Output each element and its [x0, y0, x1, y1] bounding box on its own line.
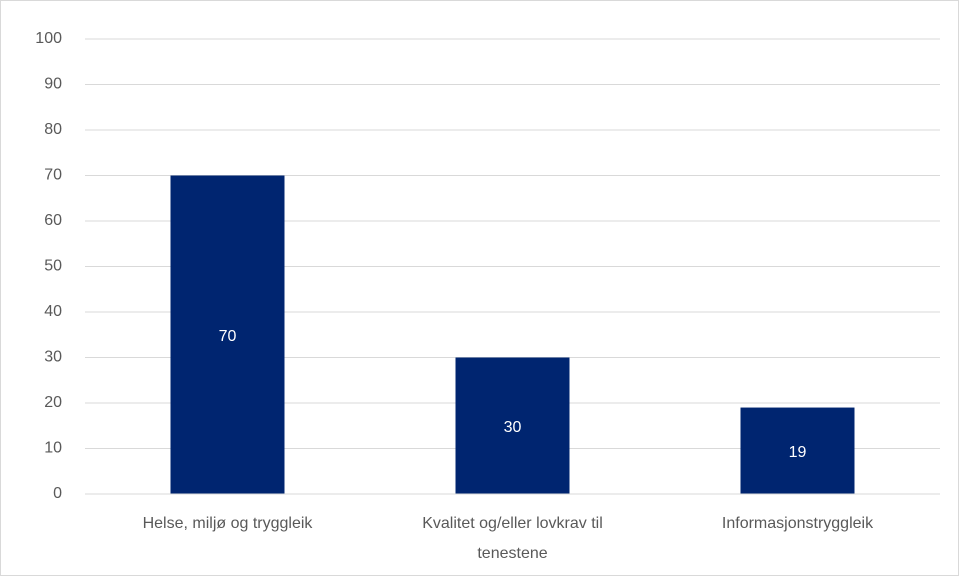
y-tick-label: 10: [44, 440, 62, 457]
data-label: 19: [789, 444, 807, 461]
bar: [740, 407, 855, 494]
y-tick-label: 20: [44, 394, 62, 411]
y-tick-label: 50: [44, 258, 62, 275]
x-tick-label: Informasjonstryggleik: [722, 515, 874, 532]
bar: [455, 357, 570, 494]
y-tick-label: 60: [44, 212, 62, 229]
y-tick-label: 100: [35, 30, 62, 47]
x-tick-label: Kvalitet og/eller lovkrav til tenestene: [422, 515, 603, 562]
y-tick-label: 90: [44, 76, 62, 93]
y-tick-label: 40: [44, 303, 62, 320]
x-tick-label: Helse, miljø og tryggleik: [143, 515, 314, 532]
data-label: 30: [504, 419, 522, 436]
data-label: 70: [219, 328, 237, 345]
y-tick-label: 70: [44, 167, 62, 184]
y-tick-label: 0: [53, 485, 62, 502]
bar: [170, 175, 285, 494]
y-tick-label: 80: [44, 121, 62, 138]
y-tick-label: 30: [44, 349, 62, 366]
